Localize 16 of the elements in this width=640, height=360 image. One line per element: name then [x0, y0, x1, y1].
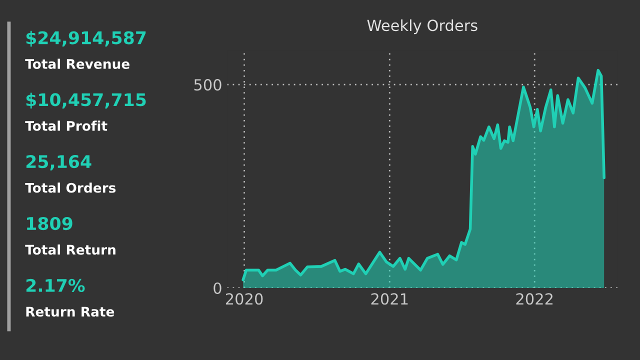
text: Total Orders: [25, 182, 116, 193]
text: Total Revenue: [25, 58, 130, 69]
text: Total Return: [25, 244, 116, 255]
text: $24,914,587: [26, 30, 146, 47]
text: 2.17%: [26, 278, 85, 292]
text: 25,164: [26, 155, 92, 170]
y-tick-label: 500: [194, 79, 222, 91]
chart-title: Weekly Orders: [367, 19, 478, 34]
text: Return Rate: [26, 306, 114, 317]
text: Total Profit: [25, 120, 108, 131]
y-tick-label: 0: [214, 282, 222, 294]
x-tick-label: 2020: [226, 293, 263, 305]
text: $10,457,715: [26, 92, 146, 109]
x-tick-label: 2022: [516, 293, 553, 305]
text: 1809: [27, 216, 72, 230]
x-tick-label: 2021: [371, 293, 408, 305]
